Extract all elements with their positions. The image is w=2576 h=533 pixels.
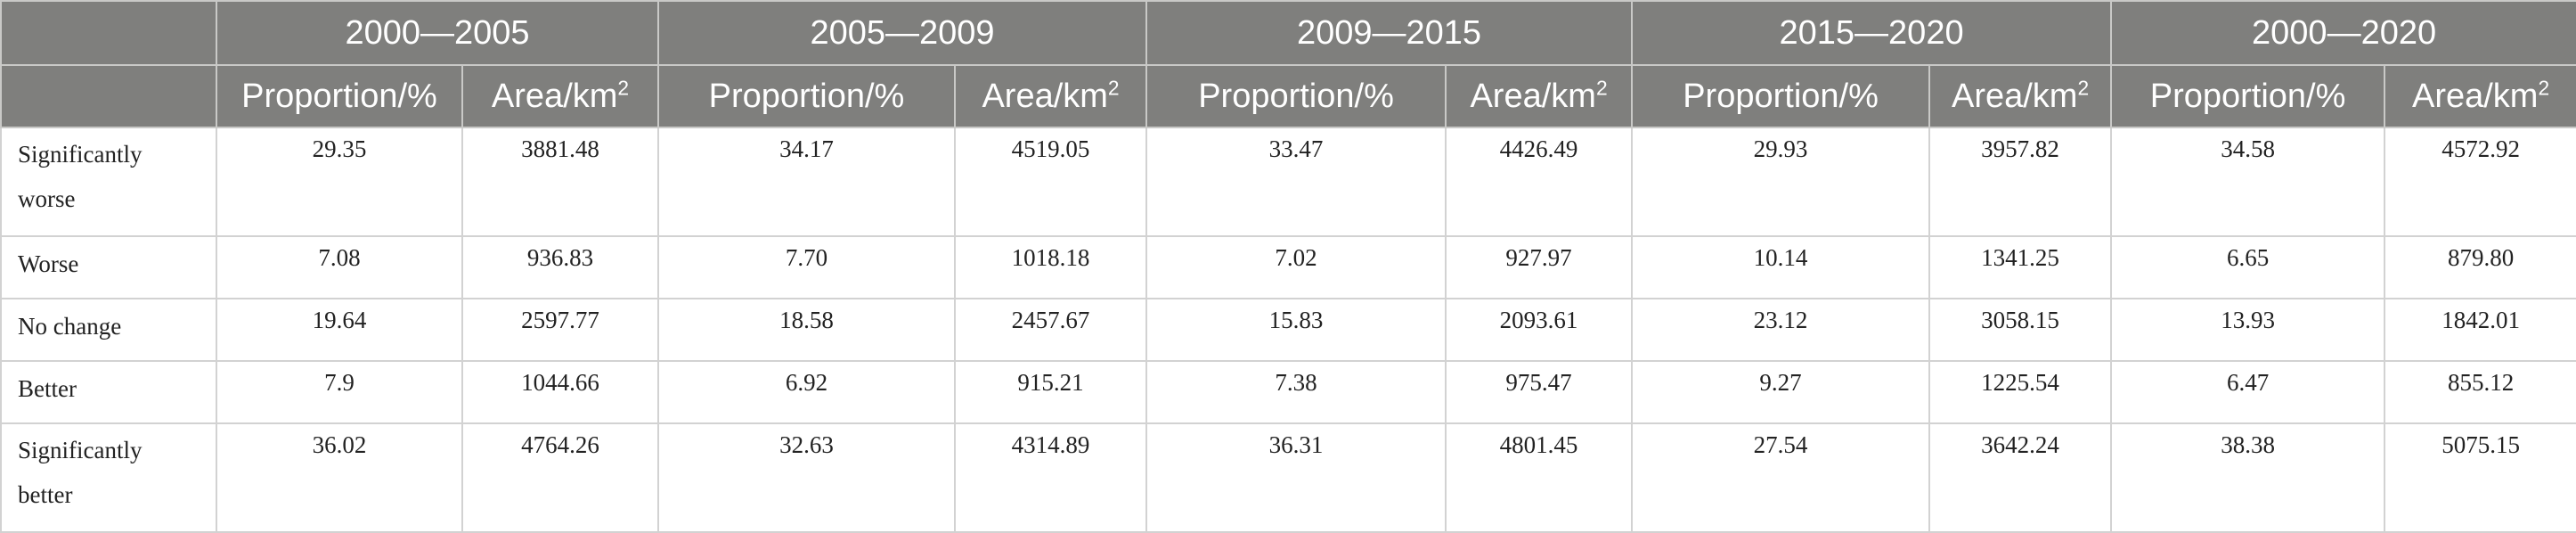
proportion-cell: 6.65 [2110, 235, 2386, 299]
proportion-cell: 36.02 [216, 422, 463, 533]
area-header: Area/km2 [2384, 64, 2576, 128]
area-cell: 4764.26 [461, 422, 660, 533]
header-row-periods: 2000—2005 2005—2009 2009—2015 2015—2020 … [0, 0, 2576, 66]
row-label: Significantly worse [0, 127, 217, 237]
proportion-header: Proportion/% [216, 64, 463, 128]
area-cell: 3881.48 [461, 127, 660, 237]
area-header: Area/km2 [954, 64, 1148, 128]
area-header: Area/km2 [1445, 64, 1634, 128]
proportion-cell: 36.31 [1145, 422, 1447, 533]
row-label: No change [0, 298, 217, 362]
area-header-text: Area/km [2411, 77, 2539, 115]
proportion-cell: 29.35 [216, 127, 463, 237]
table-row: Better 7.9 1044.66 6.92 915.21 7.38 975.… [0, 360, 2576, 424]
proportion-cell: 7.70 [657, 235, 957, 299]
area-cell: 4572.92 [2384, 127, 2576, 237]
area-cell: 4426.49 [1445, 127, 1634, 237]
proportion-cell: 32.63 [657, 422, 957, 533]
proportion-cell: 38.38 [2110, 422, 2386, 533]
area-cell: 1018.18 [954, 235, 1148, 299]
area-cell: 3642.24 [1928, 422, 2113, 533]
area-cell: 5075.15 [2384, 422, 2576, 533]
proportion-cell: 6.47 [2110, 360, 2386, 424]
area-cell: 1225.54 [1928, 360, 2113, 424]
area-cell: 4801.45 [1445, 422, 1634, 533]
corner-cell [0, 64, 217, 128]
proportion-cell: 7.38 [1145, 360, 1447, 424]
header-row-measures: Proportion/% Area/km2 Proportion/% Area/… [0, 64, 2576, 128]
proportion-cell: 7.08 [216, 235, 463, 299]
table-row: No change 19.64 2597.77 18.58 2457.67 15… [0, 298, 2576, 362]
area-unit-superscript: 2 [2538, 75, 2550, 99]
area-header: Area/km2 [1928, 64, 2113, 128]
area-cell: 1341.25 [1928, 235, 2113, 299]
area-unit-superscript: 2 [617, 75, 630, 99]
proportion-header: Proportion/% [657, 64, 957, 128]
proportion-cell: 34.58 [2110, 127, 2386, 237]
row-label: Better [0, 360, 217, 424]
proportion-header: Proportion/% [1145, 64, 1447, 128]
area-unit-superscript: 2 [1107, 75, 1120, 99]
proportion-cell: 9.27 [1631, 360, 1931, 424]
area-cell: 2457.67 [954, 298, 1148, 362]
area-cell: 3058.15 [1928, 298, 2113, 362]
table-row: Significantly worse 29.35 3881.48 34.17 … [0, 127, 2576, 237]
corner-cell [0, 0, 217, 66]
area-cell: 3957.82 [1928, 127, 2113, 237]
table-row: Worse 7.08 936.83 7.70 1018.18 7.02 927.… [0, 235, 2576, 299]
proportion-cell: 15.83 [1145, 298, 1447, 362]
area-cell: 879.80 [2384, 235, 2576, 299]
proportion-cell: 23.12 [1631, 298, 1931, 362]
proportion-cell: 18.58 [657, 298, 957, 362]
proportion-cell: 10.14 [1631, 235, 1931, 299]
proportion-cell: 34.17 [657, 127, 957, 237]
area-cell: 927.97 [1445, 235, 1634, 299]
proportion-cell: 6.92 [657, 360, 957, 424]
area-unit-superscript: 2 [1595, 75, 1608, 99]
table-row: Significantly better 36.02 4764.26 32.63… [0, 422, 2576, 533]
period-header: 2009—2015 [1145, 0, 1634, 66]
area-cell: 975.47 [1445, 360, 1634, 424]
area-cell: 2093.61 [1445, 298, 1634, 362]
proportion-cell: 7.02 [1145, 235, 1447, 299]
area-header-text: Area/km [491, 77, 618, 115]
proportion-cell: 7.9 [216, 360, 463, 424]
period-header: 2000—2005 [215, 0, 660, 66]
area-header-text: Area/km [1951, 77, 2078, 115]
area-header: Area/km2 [461, 64, 660, 128]
area-cell: 1842.01 [2384, 298, 2576, 362]
row-label: Worse [0, 235, 217, 299]
area-cell: 4519.05 [954, 127, 1148, 237]
proportion-cell: 33.47 [1145, 127, 1447, 237]
area-cell: 855.12 [2384, 360, 2576, 424]
period-header: 2015—2020 [1631, 0, 2113, 66]
proportion-cell: 29.93 [1631, 127, 1931, 237]
row-label: Significantly better [0, 422, 217, 533]
proportion-cell: 27.54 [1631, 422, 1931, 533]
period-header: 2000—2020 [2110, 0, 2576, 66]
area-cell: 1044.66 [461, 360, 660, 424]
area-header-text: Area/km [1470, 77, 1596, 115]
area-cell: 4314.89 [954, 422, 1148, 533]
area-header-text: Area/km [982, 77, 1108, 115]
area-cell: 2597.77 [461, 298, 660, 362]
area-unit-superscript: 2 [2077, 75, 2090, 99]
proportion-cell: 13.93 [2110, 298, 2386, 362]
area-cell: 936.83 [461, 235, 660, 299]
area-cell: 915.21 [954, 360, 1148, 424]
proportion-header: Proportion/% [2110, 64, 2386, 128]
proportion-cell: 19.64 [216, 298, 463, 362]
period-header: 2005—2009 [657, 0, 1148, 66]
proportion-header: Proportion/% [1631, 64, 1931, 128]
